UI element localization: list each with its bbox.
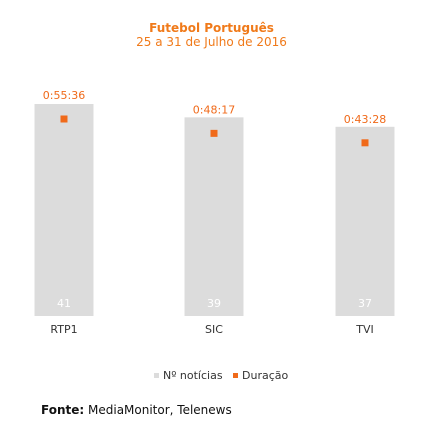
legend-label-bars: Nº notícias — [163, 369, 223, 382]
bar-value-label: 41 — [57, 297, 71, 310]
bar-sic — [184, 114, 244, 316]
category-label: TVI — [355, 323, 374, 336]
bar-tvi — [335, 124, 395, 317]
source-note: Fonte: MediaMonitor, Telenews — [41, 403, 232, 417]
bar-value-label: 37 — [358, 297, 372, 310]
duration-label: 0:55:36 — [43, 89, 85, 102]
chart-subtitle: 25 a 31 de Julho de 2016 — [136, 35, 287, 49]
source-text: MediaMonitor, Telenews — [88, 403, 232, 417]
category-label: RTP1 — [50, 323, 77, 336]
duration-marker — [210, 129, 218, 137]
legend-swatch-bars — [154, 373, 159, 378]
legend-swatch-duration — [233, 373, 238, 378]
chart-title: Futebol Português — [149, 21, 274, 35]
duration-marker — [60, 115, 68, 123]
duration-label-bg — [335, 110, 395, 127]
duration-label: 0:48:17 — [193, 103, 235, 116]
source-label: Fonte: — [41, 403, 85, 417]
duration-marker — [361, 139, 369, 147]
legend-label-duration: Duração — [242, 369, 288, 382]
duration-label-bg — [184, 101, 244, 118]
bar-value-label: 39 — [207, 297, 221, 310]
duration-label: 0:43:28 — [344, 113, 386, 126]
bar-rtp1 — [34, 104, 94, 316]
duration-label-bg — [34, 87, 94, 103]
category-label: SIC — [205, 323, 223, 336]
